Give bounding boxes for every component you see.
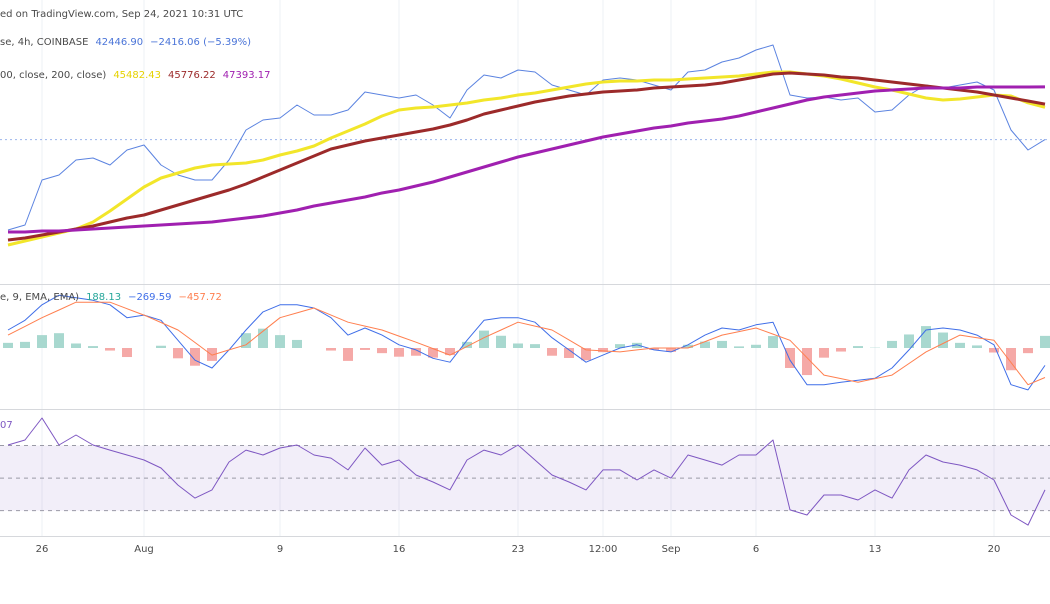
histogram-bar	[751, 345, 761, 348]
legend-value: −457.72	[178, 292, 221, 303]
histogram-bar	[343, 348, 353, 361]
legend-value: 07	[0, 420, 13, 431]
x-tick-label: 6	[753, 544, 759, 555]
histogram-bar	[530, 344, 540, 348]
legend-label: e, 9, EMA, EMA)	[0, 292, 79, 303]
legend: 00, close, 200, close) 45482.43 45776.22 47…	[0, 70, 270, 81]
histogram-bar	[377, 348, 387, 353]
x-tick-label: 13	[869, 544, 882, 555]
rsi-band	[0, 446, 1050, 511]
histogram-bar	[768, 336, 778, 348]
histogram-bar	[71, 343, 81, 348]
histogram-bar	[717, 341, 727, 348]
histogram-bar	[955, 343, 965, 348]
histogram-bar	[1040, 336, 1050, 348]
legend-value: 47393.17	[223, 70, 271, 81]
histogram-bar	[37, 335, 47, 348]
x-tick-label: 9	[277, 544, 283, 555]
x-tick-label: 20	[988, 544, 1001, 555]
x-tick-label: Sep	[662, 544, 681, 555]
histogram-bar	[853, 346, 863, 348]
legend-value: 42446.90	[95, 37, 143, 48]
histogram-bar	[394, 348, 404, 357]
histogram-bar	[734, 346, 744, 348]
histogram-bar	[292, 340, 302, 348]
legend-value: −2416.06 (−5.39%)	[150, 37, 251, 48]
x-tick-label: Aug	[134, 544, 154, 555]
histogram-bar	[326, 348, 336, 351]
histogram-bar	[547, 348, 557, 356]
header: ed on TradingView.com, Sep 24, 2021 10:3…	[0, 9, 243, 20]
legend-label: 00, close, 200, close)	[0, 70, 106, 81]
histogram-bar	[3, 343, 13, 348]
histogram-bar	[105, 348, 115, 351]
legend-value: 45482.43	[113, 70, 161, 81]
histogram-bar	[513, 343, 523, 348]
histogram-bar	[173, 348, 183, 358]
x-tick-label: 16	[393, 544, 406, 555]
x-tick-label: 12:00	[589, 544, 618, 555]
histogram-bar	[122, 348, 132, 357]
histogram-bar	[819, 348, 829, 358]
histogram-bar	[20, 342, 30, 348]
legend-value: 45776.22	[168, 70, 216, 81]
histogram-bar	[1023, 348, 1033, 353]
histogram-bar	[156, 346, 166, 348]
legend-label: se, 4h, COINBASE	[0, 37, 88, 48]
histogram-bar	[88, 346, 98, 348]
legend: 07	[0, 420, 13, 431]
histogram-bar	[836, 348, 846, 352]
legend-value: −269.59	[128, 292, 171, 303]
legend: se, 4h, COINBASE 42446.90 −2416.06 (−5.39%…	[0, 37, 251, 48]
histogram-bar	[275, 335, 285, 348]
x-tick-label: 26	[36, 544, 49, 555]
legend-value: 188.13	[86, 292, 121, 303]
histogram-bar	[972, 345, 982, 348]
histogram-bar	[360, 348, 370, 350]
histogram-bar	[887, 341, 897, 348]
legend: e, 9, EMA, EMA) 188.13 −269.59 −457.72	[0, 292, 222, 303]
histogram-bar	[496, 336, 506, 348]
x-tick-label: 23	[512, 544, 525, 555]
histogram-bar	[54, 333, 64, 348]
